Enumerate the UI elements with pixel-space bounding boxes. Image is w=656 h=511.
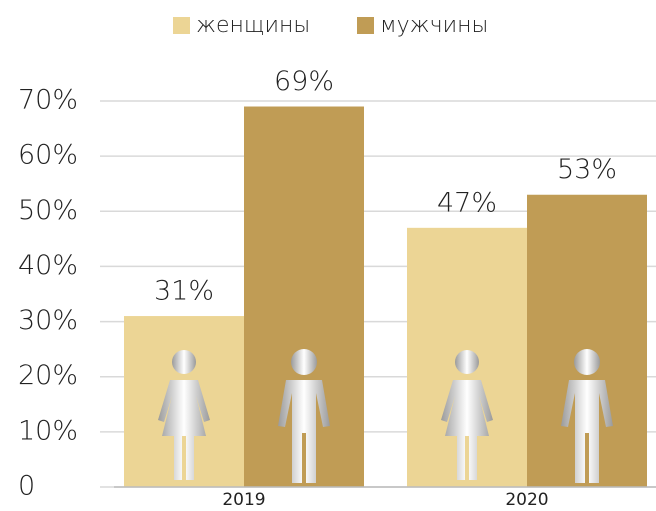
value-label: 31% — [154, 276, 214, 307]
bar — [527, 194, 647, 487]
y-tick-label: 50% — [18, 195, 78, 226]
legend-swatch — [357, 17, 374, 34]
y-tick-label: 20% — [18, 360, 78, 391]
y-tick-label: 0 — [18, 471, 35, 502]
y-tick-label: 60% — [18, 140, 78, 171]
y-tick-label: 30% — [18, 305, 78, 336]
y-tick-label: 40% — [18, 250, 78, 281]
y-tick-label: 10% — [18, 415, 78, 446]
x-tick-label: 2020 — [505, 490, 548, 510]
legend-label: мужчины — [380, 13, 488, 38]
value-label: 53% — [557, 154, 617, 185]
legend-label: женщины — [196, 13, 310, 38]
value-label: 69% — [274, 66, 334, 97]
y-tick-label: 70% — [18, 85, 78, 116]
legend-swatch — [173, 17, 190, 34]
x-tick-label: 2019 — [222, 490, 265, 510]
value-label: 47% — [437, 187, 497, 218]
